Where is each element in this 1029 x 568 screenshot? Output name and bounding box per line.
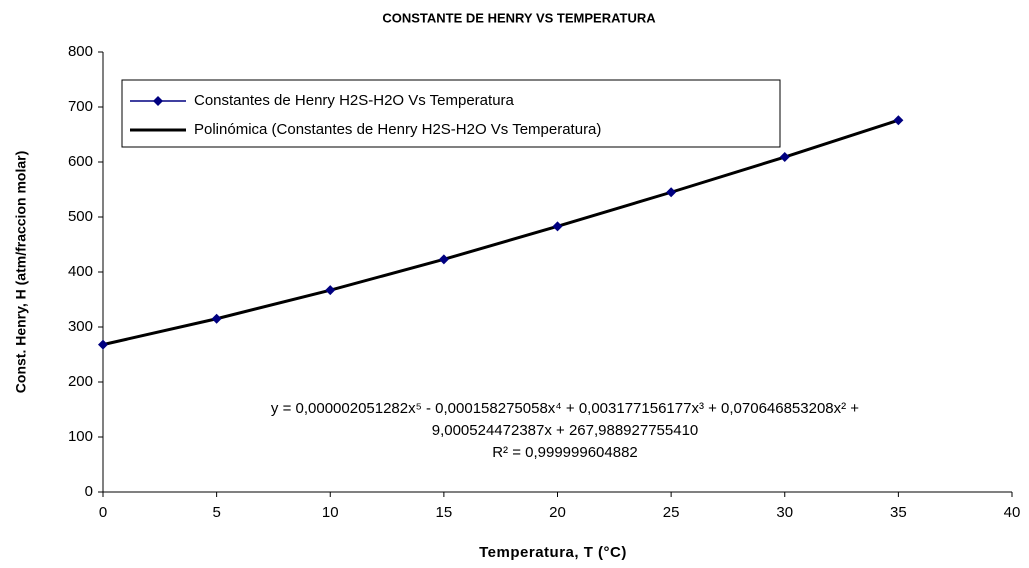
- y-tick-label: 0: [85, 483, 93, 500]
- legend-label: Polinómica (Constantes de Henry H2S-H2O …: [194, 121, 601, 138]
- trendline-equation: 9,000524472387x + 267,988927755410: [432, 422, 699, 439]
- x-tick-label: 35: [890, 504, 907, 521]
- trendline-equation: R² = 0,999999604882: [492, 444, 638, 461]
- x-tick-label: 0: [99, 504, 107, 521]
- series-line: [102, 119, 899, 346]
- data-point: [893, 115, 904, 126]
- y-tick-label: 700: [68, 98, 93, 115]
- y-tick-label: 100: [68, 428, 93, 445]
- data-point: [98, 339, 108, 350]
- data-point: [552, 221, 563, 232]
- y-axis-label: Const. Henry, H (atm/fraccion molar): [13, 151, 29, 393]
- legend-label: Constantes de Henry H2S-H2O Vs Temperatu…: [194, 92, 515, 109]
- x-tick-label: 40: [1004, 504, 1021, 521]
- y-tick-label: 500: [68, 208, 93, 225]
- x-axis-label: Temperatura, T (°C): [479, 544, 627, 561]
- y-tick-label: 600: [68, 153, 93, 170]
- y-tick-label: 400: [68, 263, 93, 280]
- x-tick-label: 15: [436, 504, 453, 521]
- data-point: [438, 254, 449, 265]
- y-tick-label: 300: [68, 318, 93, 335]
- x-tick-label: 5: [212, 504, 220, 521]
- x-tick-label: 25: [663, 504, 680, 521]
- data-point: [666, 187, 677, 198]
- legend-box: [121, 79, 781, 148]
- legend-marker: [153, 96, 163, 106]
- y-tick-label: 800: [68, 43, 93, 60]
- x-tick-label: 10: [322, 504, 339, 521]
- y-tick-label: 200: [68, 373, 93, 390]
- trendline-equation: y = 0,000002051282x⁵ - 0,000158275058x⁴ …: [271, 400, 859, 417]
- x-tick-label: 20: [549, 504, 566, 521]
- chart-title: CONSTANTE DE HENRY VS TEMPERATURA: [382, 10, 656, 25]
- x-tick-label: 30: [776, 504, 793, 521]
- data-point: [325, 285, 336, 296]
- data-point: [211, 313, 222, 324]
- trendline: [102, 118, 899, 347]
- data-point: [779, 152, 790, 163]
